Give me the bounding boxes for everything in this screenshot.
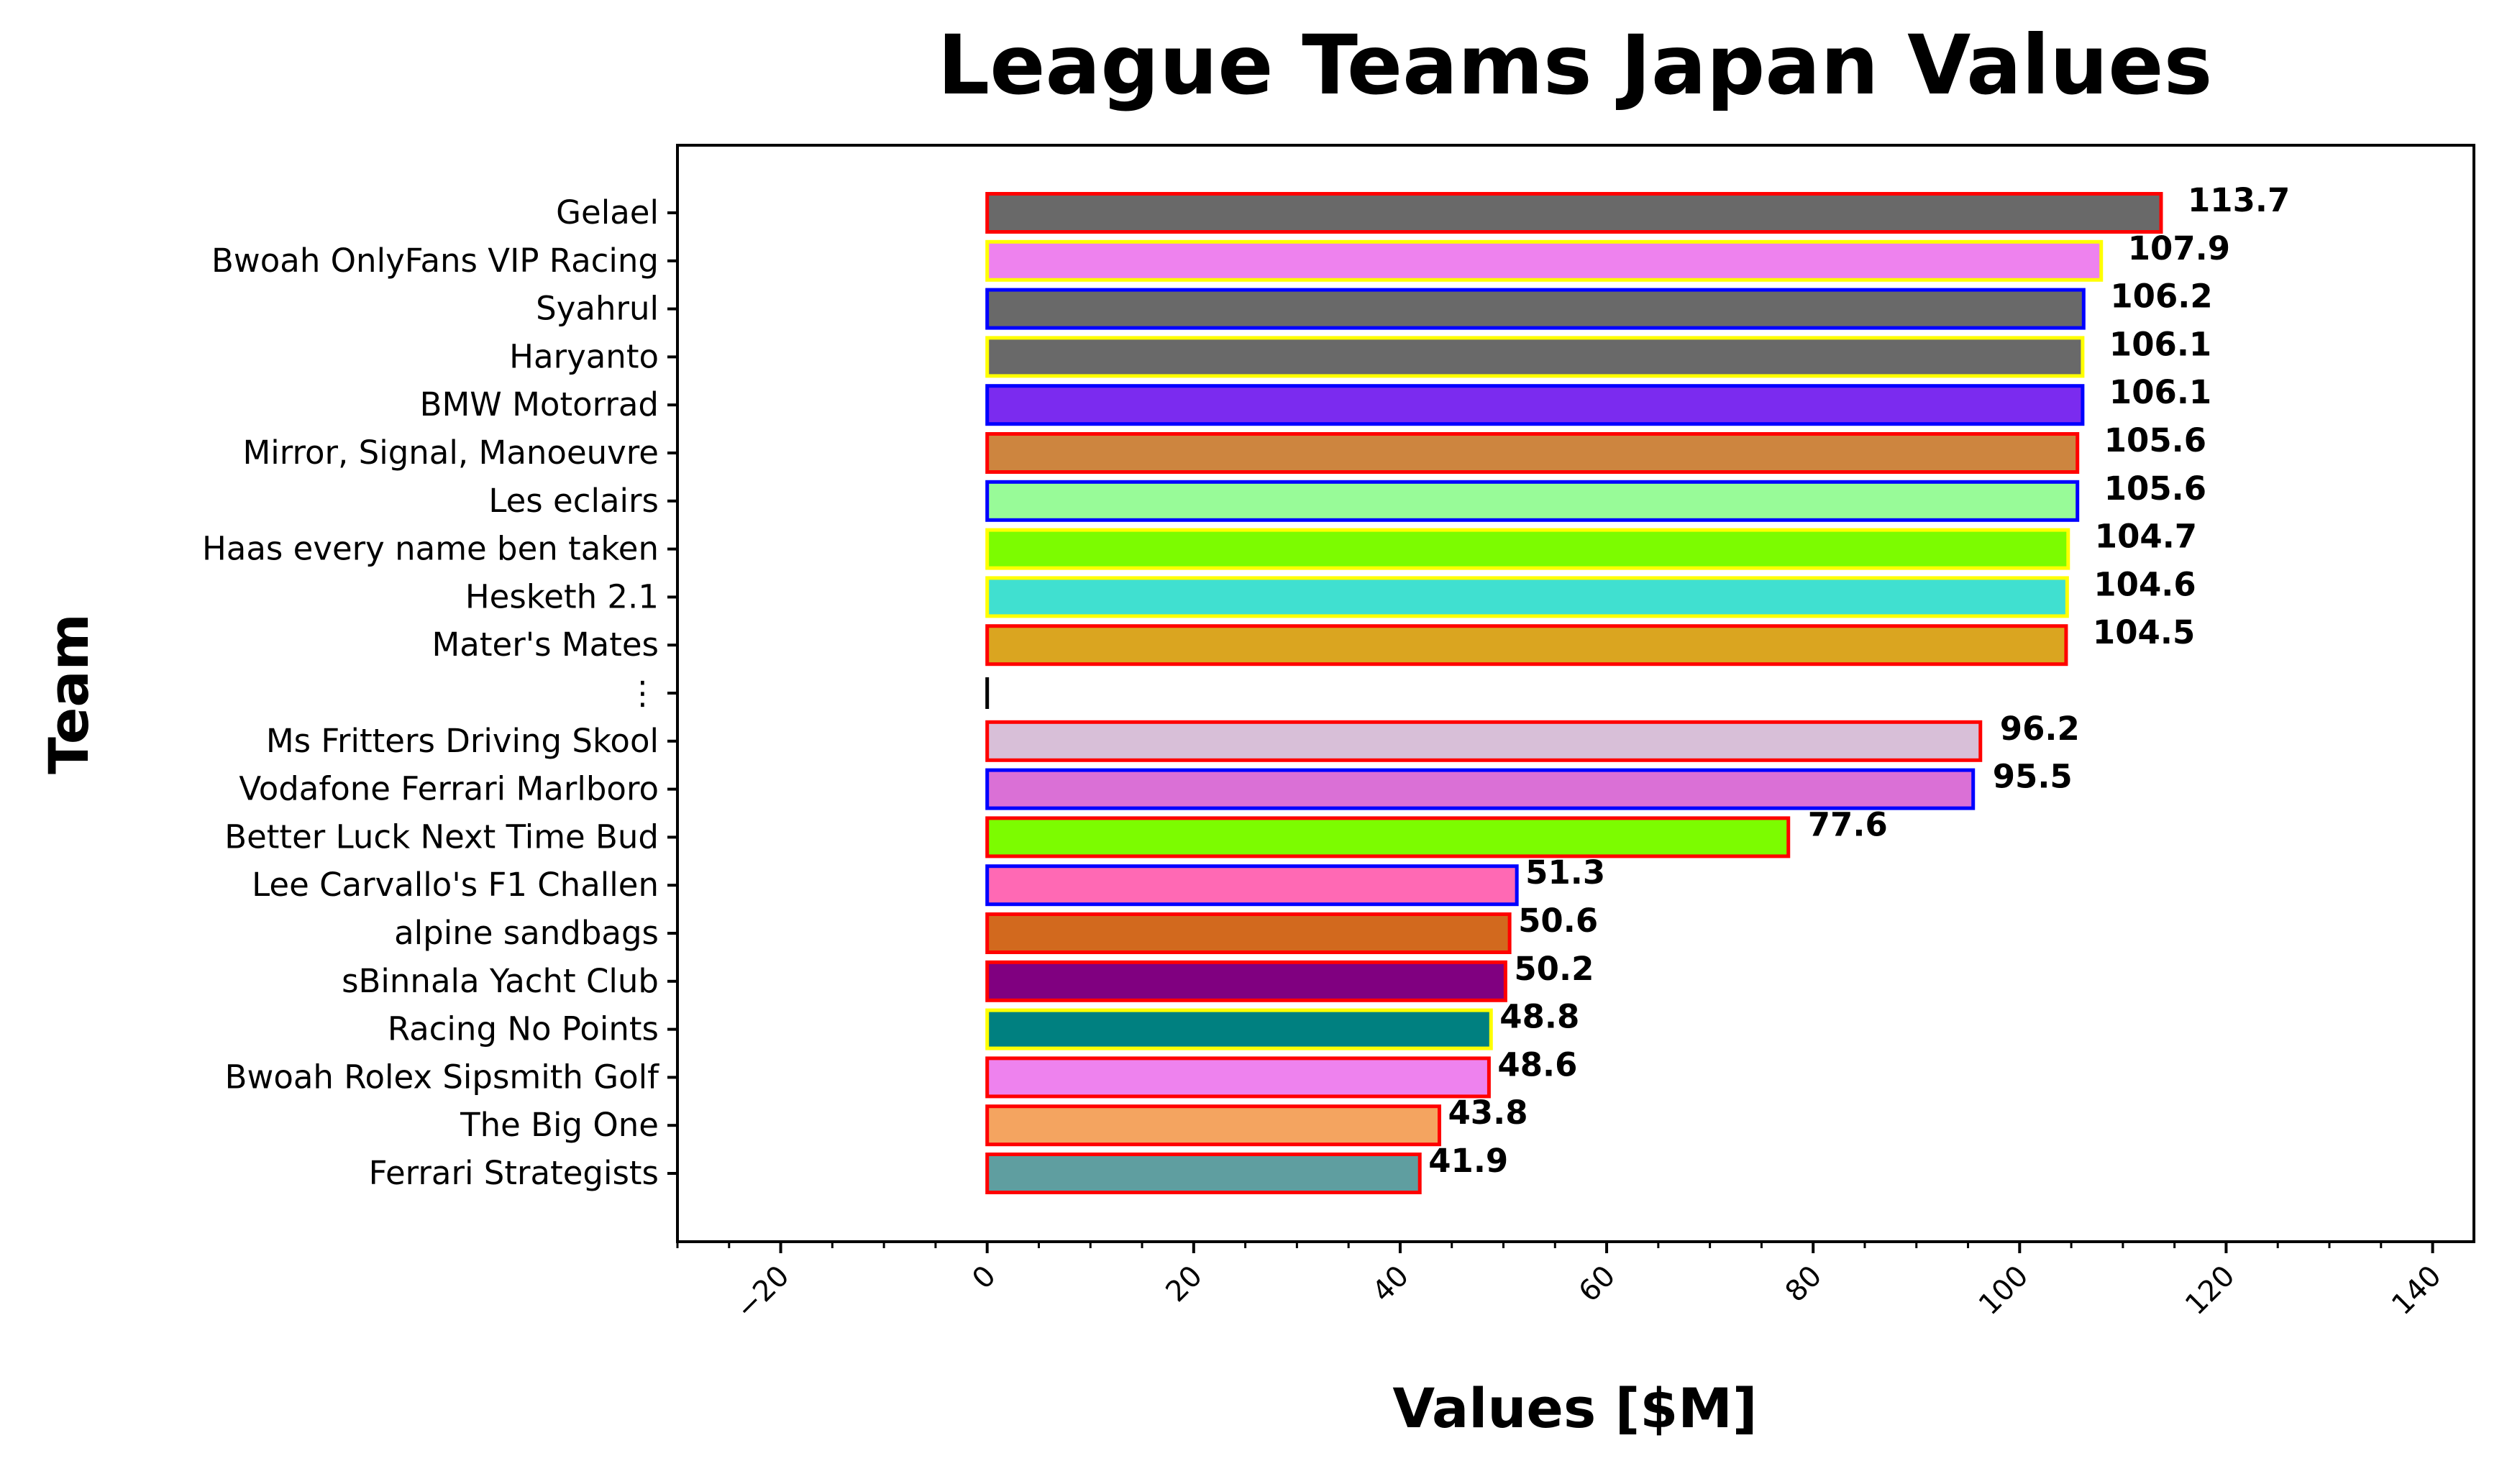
- bar-value-label: 48.8: [1499, 998, 1579, 1036]
- bar-value-label: 113.7: [2188, 181, 2290, 219]
- bar: [985, 1104, 1441, 1147]
- x-tick-label: 120: [2179, 1260, 2242, 1322]
- bar: [985, 1153, 1422, 1194]
- bar: [985, 239, 2104, 282]
- bar-value-label: 106.1: [2109, 373, 2211, 411]
- y-tick-label: Bwoah Rolex Sipsmith Golf: [225, 1058, 660, 1096]
- bar-value-label: 41.9: [1428, 1142, 1508, 1180]
- y-tick-label: Hesketh 2.1: [465, 577, 659, 615]
- bar-value-label: 104.5: [2093, 613, 2195, 651]
- y-tick-label: Les eclairs: [488, 482, 659, 520]
- y-tick-label: The Big One: [460, 1106, 659, 1144]
- bar-value-label: 106.1: [2109, 325, 2211, 363]
- bar: [985, 384, 2085, 426]
- y-tick-label: sBinnala Yacht Club: [342, 962, 659, 1000]
- bar: [985, 768, 1976, 810]
- x-tick-label: 100: [1973, 1260, 2035, 1322]
- y-axis-ticks: Gelael Bwoah OnlyFans VIP Racing Syahrul Ha…: [202, 193, 677, 1192]
- bar-value-label: 95.5: [1993, 758, 2073, 796]
- y-tick-label: Bwoah OnlyFans VIP Racing: [211, 242, 659, 280]
- bar-value-label: 48.6: [1497, 1045, 1577, 1084]
- x-axis-label: Values [$M]: [1392, 1376, 1757, 1440]
- y-tick-label: Syahrul: [536, 290, 659, 328]
- bar: [985, 288, 2086, 330]
- x-tick-label: 140: [2385, 1260, 2448, 1322]
- bar: [985, 336, 2085, 378]
- bar-value-label: 43.8: [1448, 1094, 1528, 1132]
- y-tick-label: Racing No Points: [388, 1010, 659, 1048]
- y-tick-label: Ms Fritters Driving Skool: [266, 722, 659, 760]
- y-tick-label: Haas every name ben taken: [202, 530, 659, 568]
- bar-value-label: 107.9: [2128, 229, 2230, 267]
- bar: [985, 720, 1983, 762]
- x-tick-label: 0: [966, 1260, 1003, 1296]
- bar: [985, 912, 1512, 954]
- bar: [985, 528, 2070, 570]
- y-tick-label: Vodafone Ferrari Marlboro: [239, 770, 659, 808]
- bar-value-label: 50.6: [1518, 902, 1598, 940]
- chart-title: League Teams Japan Values: [938, 17, 2213, 113]
- bar: [985, 480, 2080, 522]
- x-tick-label: 40: [1366, 1260, 1415, 1309]
- y-tick-gap-label: ⋮: [626, 674, 659, 712]
- bar-value-label: 105.6: [2104, 421, 2206, 459]
- bar: [985, 864, 1519, 907]
- y-tick-label: Mirror, Signal, Manoeuvre: [242, 434, 659, 472]
- y-tick-label: Mater's Mates: [431, 626, 659, 664]
- bar: [985, 960, 1507, 1002]
- bar: [985, 432, 2080, 474]
- plot-frame: [676, 144, 2475, 1243]
- y-axis-label: Team: [37, 613, 101, 774]
- bar-value-label: 50.2: [1514, 950, 1594, 988]
- x-tick-label: 80: [1779, 1260, 1829, 1309]
- bar: [985, 624, 2068, 667]
- x-tick-label: 20: [1159, 1260, 1209, 1309]
- y-tick-label: alpine sandbags: [394, 914, 659, 952]
- x-tick-label: −20: [729, 1260, 795, 1326]
- y-tick-label: BMW Motorrad: [420, 385, 659, 423]
- bar: [985, 1008, 1493, 1050]
- bar-value-label: 104.7: [2095, 518, 2197, 556]
- y-tick-label: Gelael: [556, 193, 659, 232]
- bar: [985, 192, 2163, 234]
- x-tick-label: 60: [1573, 1260, 1622, 1309]
- bar: [985, 576, 2069, 618]
- bars-layer: [985, 192, 2163, 1194]
- bar-value-label: 77.6: [1808, 805, 1888, 843]
- y-tick-label: Haryanto: [509, 337, 659, 375]
- bar: [985, 816, 1791, 858]
- bar-value-label: 106.2: [2110, 278, 2212, 316]
- bar-value-label: 104.6: [2093, 565, 2196, 603]
- bar-value-label: 96.2: [2000, 710, 2080, 748]
- x-axis-ticks: −20 0 20 40 60 80 100 120 140: [676, 1242, 2448, 1326]
- bar-value-label: 105.6: [2104, 470, 2206, 508]
- bar-value-label: 51.3: [1525, 853, 1605, 892]
- y-tick-label: Ferrari Strategists: [369, 1154, 659, 1192]
- y-tick-label: Lee Carvallo's F1 Challen: [252, 866, 659, 904]
- y-tick-label: Better Luck Next Time Bud: [224, 817, 659, 856]
- bar: [985, 1056, 1491, 1099]
- data-labels-layer: 113.7 107.9 106.2 106.1 106.1 105.6 105.6 104.7…: [1428, 181, 2290, 1180]
